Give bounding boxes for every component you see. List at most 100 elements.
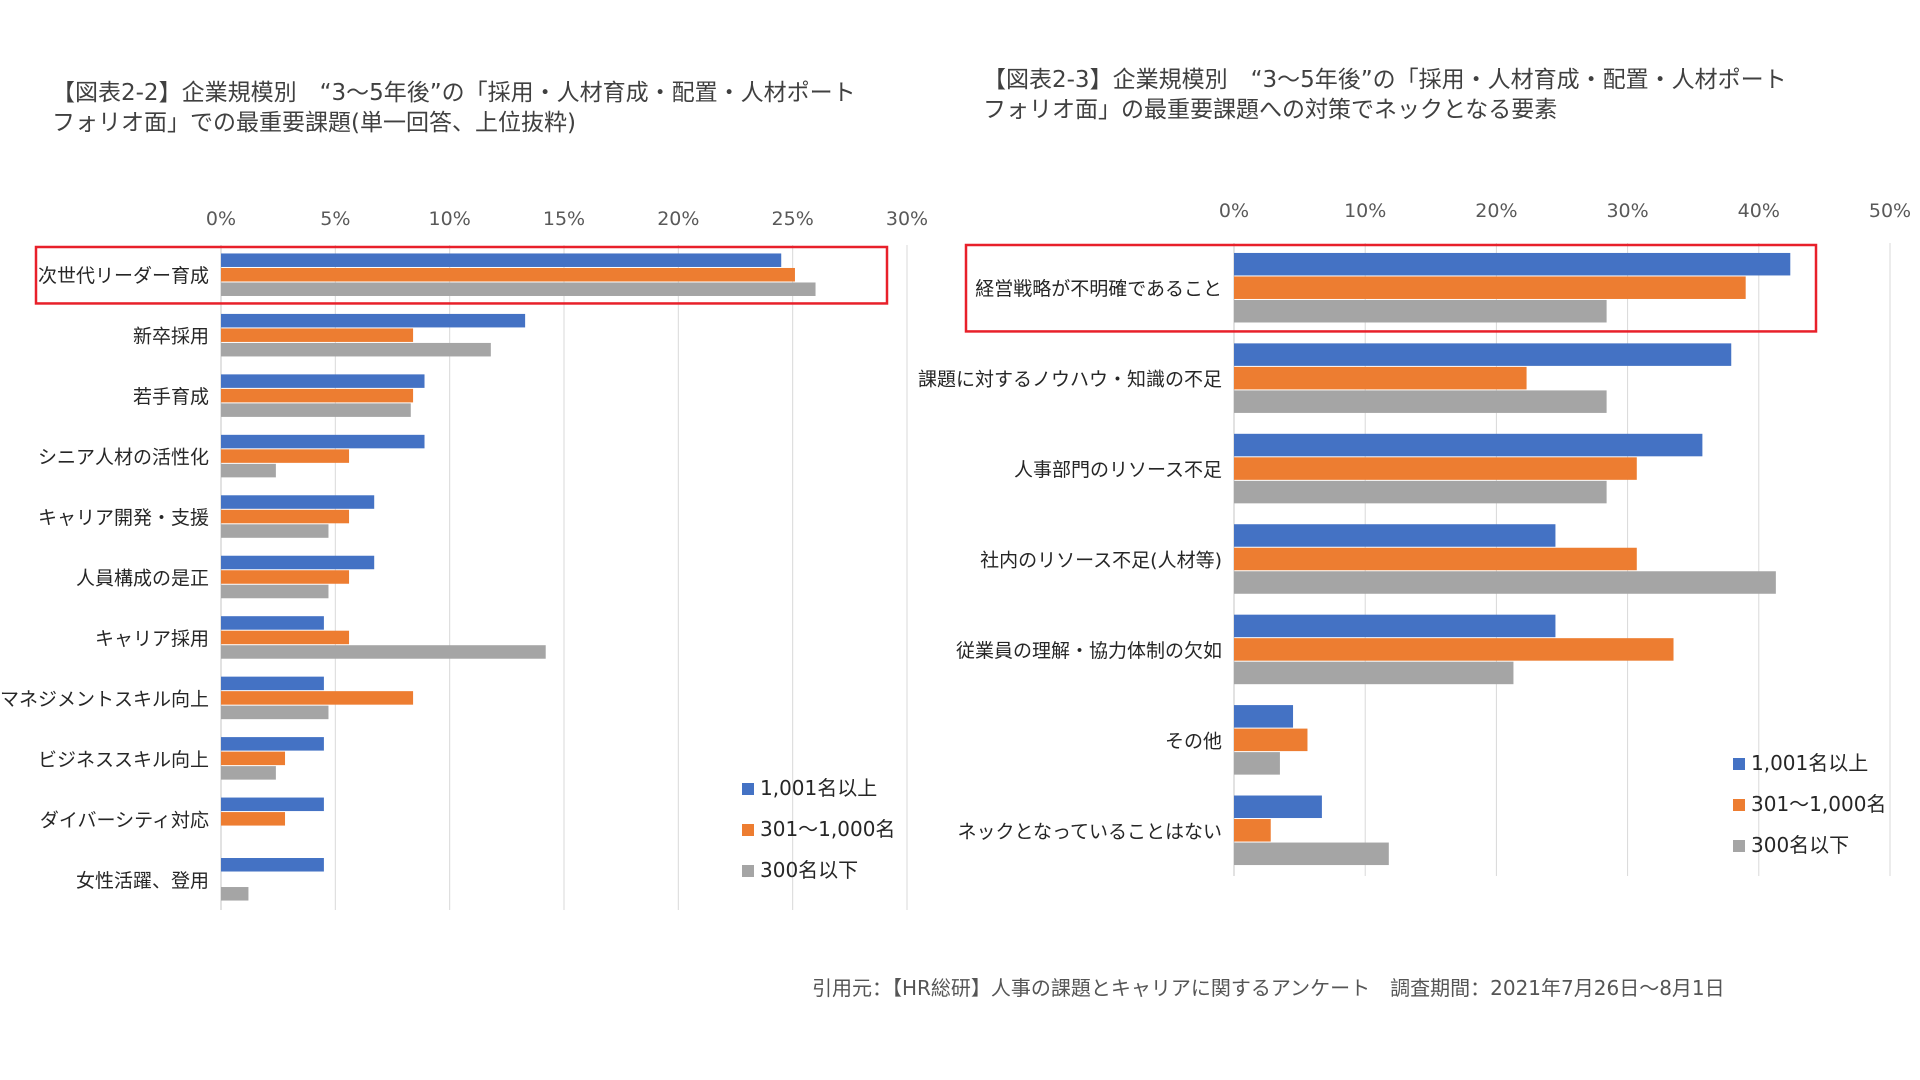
bar-small <box>1234 571 1776 594</box>
bar-mid <box>1234 547 1637 571</box>
x-tick-label: 20% <box>1475 200 1517 222</box>
category-label: キャリア開発・支援 <box>38 507 209 529</box>
category-label: 若手育成 <box>133 386 209 408</box>
bar-small <box>221 524 329 538</box>
bar-mid <box>1234 457 1637 480</box>
legend-label: 300名以下 <box>760 858 858 882</box>
legend-swatch <box>1733 758 1745 770</box>
bar-small <box>221 342 491 357</box>
legend-label: 300名以下 <box>1751 833 1849 857</box>
legend-swatch <box>1733 799 1745 811</box>
bar-small <box>221 645 546 659</box>
bar-large <box>221 858 324 872</box>
bar-mid <box>221 630 350 645</box>
chart-title-left: 【図表2-2】企業規模別 “3～5年後”の「採用・人材育成・配置・人材ポート フ… <box>52 80 856 136</box>
x-tick-label: 10% <box>1344 200 1386 222</box>
bar-mid <box>1234 819 1271 842</box>
bar-large <box>1234 252 1791 276</box>
bar-small <box>1234 661 1514 685</box>
bar-small <box>1234 299 1607 323</box>
bar-mid <box>1234 366 1527 390</box>
bar-mid <box>221 509 350 524</box>
category-label: 人事部門のリソース不足 <box>1014 459 1222 481</box>
category-label: 新卒採用 <box>133 326 209 348</box>
bar-large <box>221 616 324 630</box>
x-tick-label: 20% <box>657 208 699 230</box>
bar-large <box>1234 705 1294 728</box>
bar-large <box>221 434 425 449</box>
bar-large <box>1234 343 1732 366</box>
legend-swatch <box>742 865 754 877</box>
x-tick-label: 0% <box>1219 200 1249 222</box>
bar-large <box>221 555 375 570</box>
source-citation: 引用元：【HR総研】人事の課題とキャリアに関するアンケート 調査期間：2021年… <box>812 976 1725 1000</box>
bar-mid <box>221 449 350 463</box>
category-label: ビジネススキル向上 <box>38 749 209 771</box>
bar-large <box>221 253 782 267</box>
x-tick-label: 25% <box>772 208 814 230</box>
legend-swatch <box>742 824 754 836</box>
category-label: シニア人材の活性化 <box>38 447 209 469</box>
category-label: ネックとなっていることはない <box>958 821 1222 843</box>
bar-mid <box>221 388 414 403</box>
bar-small <box>221 766 276 780</box>
category-label: 経営戦略が不明確であること <box>975 278 1222 300</box>
bar-mid <box>1234 638 1674 661</box>
category-label: 人員構成の是正 <box>76 568 209 590</box>
bar-small <box>1234 480 1607 504</box>
x-tick-label: 15% <box>543 208 585 230</box>
category-label: 女性活躍、登用 <box>76 870 209 892</box>
x-tick-label: 30% <box>886 208 928 230</box>
legend-swatch <box>1733 840 1745 852</box>
bar-mid <box>1234 728 1308 752</box>
bar-mid <box>221 691 414 705</box>
bar-large <box>221 313 526 328</box>
category-label: その他 <box>1165 730 1222 752</box>
bar-small <box>1234 842 1389 866</box>
bar-mid <box>221 570 350 584</box>
bar-mid <box>1234 276 1746 299</box>
bar-small <box>221 282 816 296</box>
bar-small <box>221 403 411 417</box>
bar-mid <box>221 267 795 282</box>
legend-label: 1,001名以上 <box>760 776 877 800</box>
bar-large <box>221 495 375 509</box>
bar-small <box>1234 390 1607 413</box>
bar-large <box>1234 433 1703 457</box>
bar-large <box>221 676 324 691</box>
x-tick-label: 0% <box>206 208 236 230</box>
category-label: ダイバーシティ対応 <box>40 809 209 831</box>
x-tick-label: 50% <box>1869 200 1911 222</box>
bar-mid <box>221 328 414 342</box>
bar-large <box>1234 795 1322 819</box>
bar-small <box>1234 752 1280 775</box>
category-label: マネジメントスキル向上 <box>0 688 209 710</box>
bar-large <box>221 797 324 812</box>
category-label: 従業員の理解・協力体制の欠如 <box>956 640 1222 662</box>
legend-label: 1,001名以上 <box>1751 751 1868 775</box>
category-label: 社内のリソース不足(人材等) <box>980 550 1222 572</box>
bar-large <box>221 374 425 388</box>
bar-small <box>221 705 329 720</box>
legend-label: 301～1,000名 <box>1751 792 1886 816</box>
highlight-box <box>34 245 889 305</box>
bar-mid <box>221 751 286 766</box>
bar-mid <box>221 812 286 826</box>
x-tick-label: 40% <box>1738 200 1780 222</box>
bar-large <box>1234 524 1556 547</box>
legend-label: 301～1,000名 <box>760 817 895 841</box>
chart-title-right: 【図表2-3】企業規模別 “3～5年後”の「採用・人材育成・配置・人材ポート フ… <box>983 67 1787 123</box>
bar-large <box>1234 614 1556 638</box>
bar-small <box>221 887 249 901</box>
highlight-box <box>964 243 1818 333</box>
category-label: 次世代リーダー育成 <box>38 265 209 287</box>
bar-small <box>221 584 329 599</box>
category-label: 課題に対するノウハウ・知識の不足 <box>918 369 1222 391</box>
x-tick-label: 30% <box>1606 200 1648 222</box>
x-tick-label: 10% <box>429 208 471 230</box>
category-label: キャリア採用 <box>95 628 209 650</box>
x-tick-label: 5% <box>320 208 350 230</box>
legend-swatch <box>742 783 754 795</box>
